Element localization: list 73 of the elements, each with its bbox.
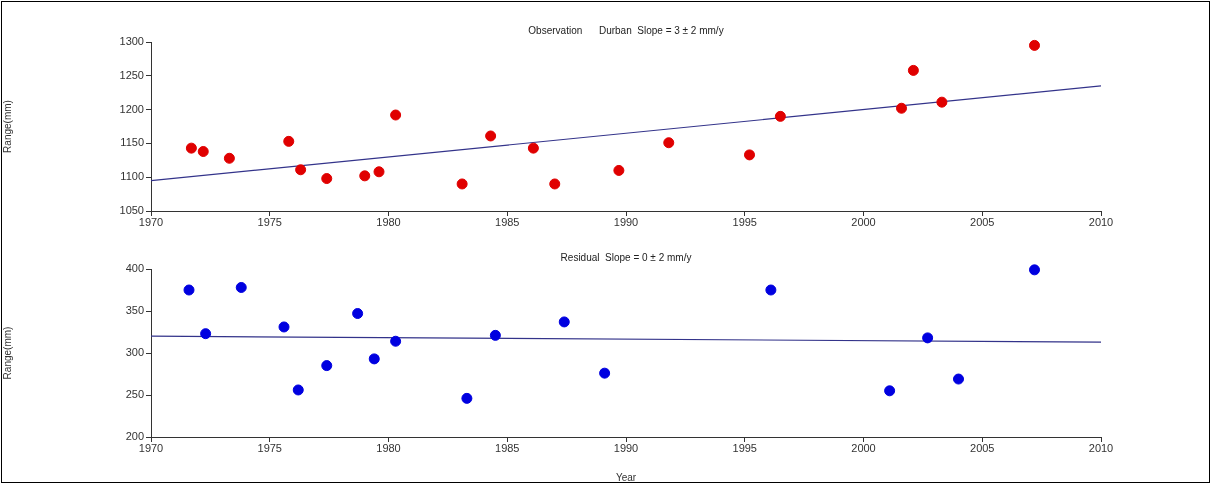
point (368, 353, 380, 365)
y-tick-label: 350 (125, 304, 144, 317)
point (183, 284, 195, 296)
point (292, 384, 304, 396)
point (485, 130, 497, 142)
point (884, 385, 896, 397)
point (1029, 264, 1040, 276)
chart-title: Residual Slope = 0 ± 2 mm/y (560, 251, 692, 263)
point (489, 329, 501, 341)
x-tick-label: 1995 (732, 215, 757, 228)
y-tick-label: 400 (125, 262, 144, 275)
x-tick-label: 2000 (851, 441, 876, 454)
x-tick-label: 2010 (1088, 441, 1114, 454)
point (352, 308, 364, 320)
point (922, 332, 934, 344)
x-tick-label: 1980 (376, 215, 401, 228)
point (321, 360, 333, 372)
point (774, 110, 786, 122)
y-axis-title: Range(mm) (1, 326, 13, 380)
point (461, 392, 473, 404)
x-tick-label: 1985 (495, 215, 520, 228)
y-tick-label: 1300 (119, 35, 144, 48)
x-tick-label: 1990 (613, 215, 639, 228)
point (283, 135, 295, 147)
x-tick-label: 2010 (1088, 215, 1114, 228)
point (373, 166, 385, 178)
x-tick-label: 1980 (376, 441, 401, 454)
y-tick-label: 250 (125, 388, 144, 401)
point (558, 316, 570, 328)
y-tick-label: 1200 (119, 102, 144, 115)
point (936, 96, 948, 108)
point (456, 178, 468, 190)
x-tick-label: 1990 (613, 441, 639, 454)
chart-title: Observation Durban Slope = 3 ± 2 mm/y (528, 24, 724, 36)
y-tick-label: 1100 (120, 170, 144, 183)
x-tick-label: 2005 (970, 441, 995, 454)
x-tick-label: 2000 (851, 215, 876, 228)
y-tick-label: 1050 (119, 204, 144, 217)
point (896, 102, 907, 114)
point (197, 146, 209, 158)
point (235, 281, 247, 293)
x-tick-label: 1985 (495, 441, 520, 454)
point (549, 178, 561, 190)
point (390, 335, 402, 347)
x-tick-label: 2005 (970, 215, 995, 228)
y-tick-label: 1150 (120, 136, 144, 149)
point (527, 142, 539, 154)
point (599, 367, 611, 379)
point (744, 149, 755, 161)
y-axis-title: Range(mm) (1, 100, 13, 153)
point (390, 109, 402, 121)
point (613, 164, 625, 176)
point (953, 373, 964, 385)
y-tick-label: 300 (125, 346, 144, 359)
point (185, 142, 197, 154)
point (200, 328, 212, 340)
x-tick-label: 1975 (257, 441, 282, 454)
point (278, 321, 290, 333)
point (359, 170, 371, 182)
point (663, 137, 675, 149)
x-tick-label: 1970 (138, 215, 164, 228)
point (1029, 39, 1040, 51)
y-tick-label: 1250 (119, 68, 144, 81)
point (295, 164, 307, 176)
x-tick-label: 1970 (138, 441, 164, 454)
point (765, 284, 777, 296)
point (907, 64, 919, 76)
point (223, 152, 235, 164)
x-axis-title: Year (615, 471, 637, 483)
x-tick-label: 1975 (257, 215, 282, 228)
x-tick-label: 1995 (732, 441, 757, 454)
y-tick-label: 200 (125, 430, 144, 443)
point (321, 173, 333, 185)
